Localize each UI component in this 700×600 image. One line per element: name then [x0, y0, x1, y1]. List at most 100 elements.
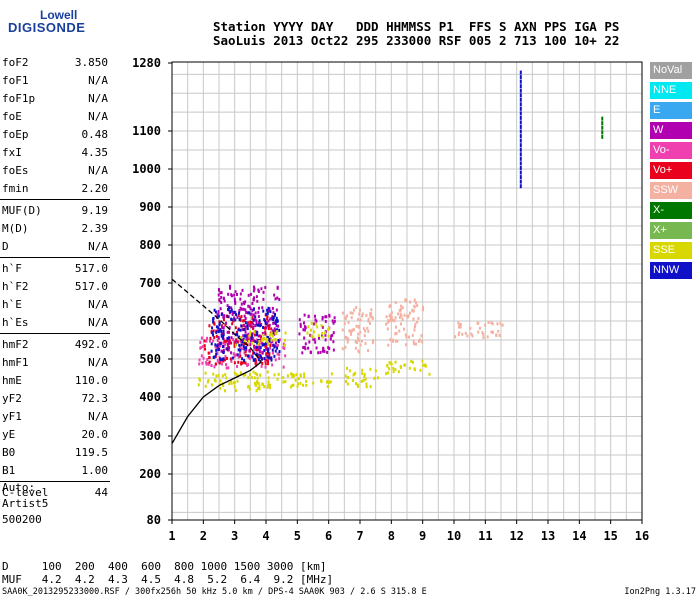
param-separator	[0, 257, 110, 258]
echo-point	[238, 345, 241, 349]
echo-point	[324, 319, 327, 323]
echo-point	[210, 383, 213, 387]
echo-point	[222, 348, 225, 352]
x-tick-label: 5	[294, 529, 301, 543]
echo-point	[359, 318, 362, 322]
echo-point	[242, 319, 245, 323]
echo-streak	[519, 156, 522, 161]
echo-point	[257, 314, 260, 318]
echo-point	[254, 318, 257, 322]
echo-point	[332, 340, 335, 344]
echo-point	[299, 324, 302, 328]
echo-point	[233, 342, 236, 346]
echo-point	[264, 332, 267, 336]
echo-point	[413, 342, 416, 346]
echo-point	[212, 333, 215, 337]
echo-point	[247, 363, 250, 367]
echo-point	[217, 330, 220, 334]
echo-point	[361, 371, 364, 375]
echo-point	[268, 352, 271, 356]
echo-streak	[519, 170, 522, 175]
echo-point	[212, 372, 215, 376]
y-tick-label: 600	[139, 314, 161, 328]
param-value: 4.35	[81, 146, 109, 159]
echo-point	[404, 333, 407, 337]
echo-point	[312, 337, 315, 341]
echo-point	[261, 361, 264, 365]
echo-point	[207, 351, 210, 355]
echo-point	[487, 321, 490, 325]
echo-point	[263, 385, 266, 389]
echo-point	[408, 311, 411, 315]
param-value: 9.19	[81, 204, 109, 217]
echo-point	[256, 373, 259, 377]
echo-point	[222, 331, 225, 335]
echo-point	[484, 323, 487, 327]
echo-point	[302, 328, 305, 332]
electron-density-profile	[171, 361, 262, 444]
echo-point	[245, 336, 248, 340]
echo-streak	[519, 88, 522, 93]
echo-point	[230, 379, 233, 383]
echo-point	[302, 383, 305, 387]
echo-point	[222, 384, 225, 388]
param-value: 72.3	[81, 392, 109, 405]
echo-point	[304, 347, 307, 351]
echo-point	[459, 325, 462, 329]
echo-point	[264, 344, 267, 348]
echo-point	[226, 336, 229, 340]
echo-point	[250, 336, 253, 340]
echo-point	[290, 372, 293, 376]
echo-point	[228, 306, 231, 310]
echo-point	[250, 325, 253, 329]
echo-point	[254, 371, 257, 375]
param-row: foE N/A	[2, 110, 108, 124]
echo-point	[271, 317, 274, 321]
echo-point	[203, 339, 206, 343]
echo-point	[227, 307, 230, 311]
echo-point	[326, 350, 329, 354]
echo-point	[471, 334, 474, 338]
echo-point	[229, 310, 232, 314]
echo-point	[277, 340, 280, 344]
echo-point	[258, 340, 261, 344]
y-tick-label: 800	[139, 238, 161, 252]
echo-point	[243, 324, 246, 328]
echo-point	[400, 304, 403, 308]
echo-point	[224, 354, 227, 358]
echo-point	[362, 327, 365, 331]
echo-point	[262, 325, 265, 329]
echo-point	[266, 337, 269, 341]
echo-streak	[519, 115, 522, 120]
param-value: N/A	[88, 110, 108, 123]
echo-point	[413, 304, 416, 308]
echo-point	[215, 334, 218, 338]
echo-point	[354, 346, 357, 350]
echo-point	[257, 356, 260, 360]
param-row: C-level 44	[2, 486, 108, 500]
echo-point	[251, 301, 254, 305]
echo-point	[257, 342, 260, 346]
echo-point	[491, 322, 494, 326]
legend-item: X-	[650, 202, 692, 219]
legend-item: SSW	[650, 182, 692, 199]
echo-point	[274, 320, 277, 324]
echo-point	[199, 340, 202, 344]
echo-point	[234, 300, 237, 304]
echo-point	[354, 382, 357, 386]
echo-point	[360, 379, 363, 383]
param-label: hmF2	[2, 338, 29, 351]
echo-point	[247, 304, 250, 308]
echo-streak	[601, 121, 604, 126]
echo-point	[387, 343, 390, 347]
echo-point	[267, 362, 270, 366]
echo-point	[267, 309, 270, 313]
echo-point	[307, 346, 310, 350]
echo-point	[222, 318, 225, 322]
echo-point	[394, 301, 397, 305]
echo-point	[203, 344, 206, 348]
echo-streak	[519, 161, 522, 166]
echo-point	[266, 315, 269, 319]
echo-point	[213, 378, 216, 382]
